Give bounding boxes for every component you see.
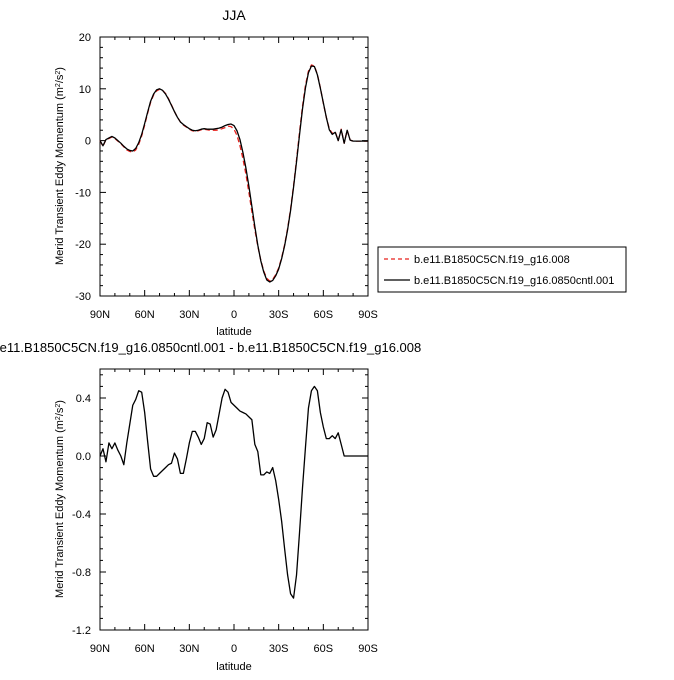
bottom-plot-frame xyxy=(99,368,369,631)
top-y-tick-labels: -30 -20 -10 0 10 20 xyxy=(75,32,91,303)
bot-ylabel-superscript: 2 xyxy=(55,416,62,420)
top-ylabel-part: ) xyxy=(54,67,66,71)
bottom-chart-panel: b.e11.B1850C5CN.f19_g16.0850cntl.001 - b… xyxy=(0,340,421,673)
x-tick-label: 90S xyxy=(358,643,378,655)
top-chart-title: JJA xyxy=(222,7,246,23)
legend: b.e11.B1850C5CN.f19_g16.008 b.e11.B1850C… xyxy=(377,246,627,293)
top-axis-ticks xyxy=(99,36,369,297)
top-ylabel-superscript: 2 xyxy=(55,83,62,87)
x-tick-label: 30S xyxy=(269,643,289,655)
x-tick-label: 30S xyxy=(269,309,289,321)
top-ylabel-superscript: 2 xyxy=(55,71,62,75)
x-tick-label: 60N xyxy=(135,309,155,321)
y-tick-label: 10 xyxy=(79,84,91,96)
x-tick-label: 90N xyxy=(90,643,110,655)
y-tick-label: 0.0 xyxy=(76,451,91,463)
x-tick-label: 30N xyxy=(179,643,199,655)
x-tick-label: 60N xyxy=(135,643,155,655)
bot-series-line-1 xyxy=(99,385,368,599)
top-series-lines xyxy=(99,64,368,283)
y-tick-label: -30 xyxy=(75,291,91,303)
bottom-y-axis-label: Merid Transient Eddy Momentum (m2/s2) xyxy=(54,400,66,598)
y-tick-label: 0 xyxy=(85,136,91,148)
bottom-x-axis-label: latitude xyxy=(216,661,251,673)
x-tick-label: 0 xyxy=(231,309,237,321)
top-plot-frame xyxy=(99,36,369,297)
x-tick-label: 0 xyxy=(231,643,237,655)
top-y-axis-label: Merid Transient Eddy Momentum (m2/s2) xyxy=(54,67,66,265)
top-chart-panel: JJA 90N 60N 30N 0 30S 60S 90S -30 -20 -10 0 10 20 l… xyxy=(54,7,627,338)
bottom-x-tick-labels: 90N 60N 30N 0 30S 60S 90S xyxy=(90,643,378,655)
y-tick-label: -20 xyxy=(75,239,91,251)
top-ylabel-part: Merid Transient Eddy Momentum (m xyxy=(54,87,66,265)
legend-label-series-1: b.e11.B1850C5CN.f19_g16.008 xyxy=(414,254,570,266)
top-series-line-1 xyxy=(99,64,368,282)
x-tick-label: 30N xyxy=(179,309,199,321)
y-tick-label: 20 xyxy=(79,32,91,44)
y-tick-label: -0.8 xyxy=(72,567,91,579)
bot-ylabel-superscript: 2 xyxy=(55,404,62,408)
y-tick-label: -1.2 xyxy=(72,625,91,637)
legend-label-series-2: b.e11.B1850C5CN.f19_g16.0850cntl.001 xyxy=(414,275,614,287)
x-tick-label: 60S xyxy=(314,643,334,655)
y-tick-label: -0.4 xyxy=(72,509,91,521)
y-tick-label: -10 xyxy=(75,187,91,199)
bottom-axis-ticks xyxy=(99,369,369,631)
top-ylabel-part: /s xyxy=(54,74,66,83)
bot-ylabel-part: ) xyxy=(54,400,66,404)
x-tick-label: 90S xyxy=(358,309,378,321)
bottom-series-lines xyxy=(99,385,368,599)
bottom-y-tick-labels: -1.2 -0.8 -0.4 0.0 0.4 xyxy=(72,393,91,637)
x-tick-label: 90N xyxy=(90,309,110,321)
top-series-line-2 xyxy=(99,65,368,283)
top-x-axis-label: latitude xyxy=(216,326,251,338)
bot-ylabel-part: Merid Transient Eddy Momentum (m xyxy=(54,420,66,598)
bot-ylabel-part: /s xyxy=(54,407,66,416)
x-tick-label: 60S xyxy=(314,309,334,321)
top-x-tick-labels: 90N 60N 30N 0 30S 60S 90S xyxy=(90,309,378,321)
legend-box xyxy=(377,246,627,293)
bottom-chart-title: b.e11.B1850C5CN.f19_g16.0850cntl.001 - b… xyxy=(0,340,421,355)
y-tick-label: 0.4 xyxy=(76,393,91,405)
